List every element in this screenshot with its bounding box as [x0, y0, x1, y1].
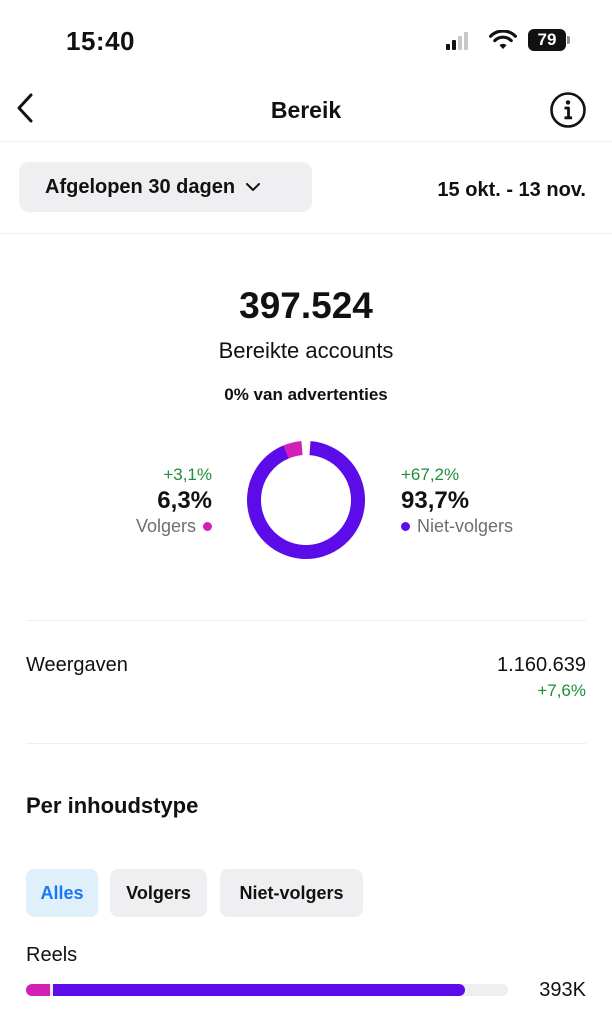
status-time: 15:40 — [66, 26, 135, 56]
followers-delta: +3,1% — [163, 465, 212, 484]
donut-segment-followers — [247, 441, 365, 559]
section-title-content-type: Per inhoudstype — [26, 793, 199, 818]
followers-legend-label: Volgers — [135, 516, 196, 536]
views-value: 1.160.639 — [497, 654, 586, 676]
divider — [26, 743, 586, 744]
chip-non-followers[interactable]: Niet-volgers — [220, 869, 363, 917]
donut-segment-non-followers — [247, 441, 365, 559]
battery-icon: 79 — [528, 29, 570, 51]
chip-followers[interactable]: Volgers — [110, 869, 207, 917]
filter-row: Afgelopen 30 dagen 15 okt. - 13 nov. — [0, 142, 612, 234]
info-icon[interactable] — [549, 91, 587, 129]
reels-bar — [26, 984, 508, 996]
chip-all[interactable]: Alles — [26, 869, 98, 917]
followers-legend: Volgers — [136, 516, 212, 537]
page-title: Bereik — [270, 97, 342, 123]
reels-bar-followers — [26, 984, 51, 996]
views-label: Weergaven — [26, 654, 128, 676]
non-followers-percentage: 93,7% — [401, 487, 470, 514]
back-button[interactable] — [10, 88, 40, 128]
non-followers-delta: +67,2% — [401, 465, 460, 484]
period-label: Afgelopen 30 dagen — [45, 175, 236, 198]
date-range: 15 okt. - 13 nov. — [437, 179, 586, 201]
reached-count: 397.524 — [239, 285, 373, 326]
reached-label: Bereikte accounts — [218, 338, 394, 363]
views-delta: +7,6% — [537, 681, 586, 700]
back-chevron-icon — [17, 93, 33, 123]
non-followers-legend-label: Niet-volgers — [417, 516, 514, 536]
reels-bar-non-followers — [53, 984, 465, 996]
status-bar: 15:40 79 — [0, 0, 612, 80]
reels-value: 393K — [539, 979, 586, 1001]
reels-label: Reels — [26, 944, 78, 966]
followers-dot-icon — [203, 522, 212, 531]
period-dropdown[interactable]: Afgelopen 30 dagen — [19, 162, 312, 212]
signal-icon — [446, 32, 468, 50]
ads-percentage: 0% van advertenties — [224, 385, 388, 404]
battery-level: 79 — [528, 29, 566, 51]
nav-header: Bereik — [0, 80, 612, 142]
chevron-down-icon — [246, 183, 261, 191]
non-followers-dot-icon — [401, 522, 410, 531]
followers-percentage: 6,3% — [157, 487, 212, 514]
divider — [26, 620, 586, 621]
non-followers-legend: Niet-volgers — [401, 516, 513, 537]
followers-donut-chart — [247, 441, 365, 559]
wifi-icon — [489, 30, 517, 49]
